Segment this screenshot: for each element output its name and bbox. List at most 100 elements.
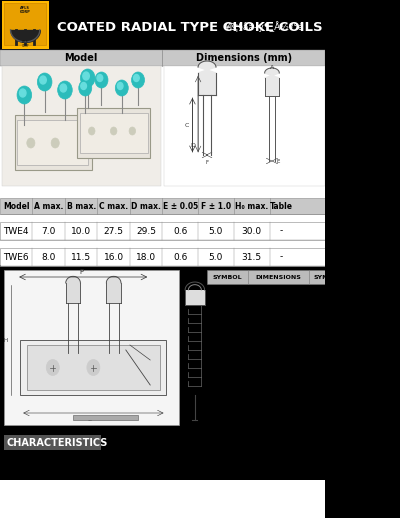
Polygon shape xyxy=(265,68,279,78)
Bar xyxy=(185,290,204,305)
Text: 16.0: 16.0 xyxy=(104,252,124,262)
Bar xyxy=(2,66,161,186)
Bar xyxy=(0,222,325,240)
Text: B max.: B max. xyxy=(66,202,96,210)
Text: Model: Model xyxy=(64,53,98,63)
Circle shape xyxy=(95,72,108,88)
Circle shape xyxy=(58,81,72,99)
Circle shape xyxy=(51,138,59,148)
Text: 5.0: 5.0 xyxy=(209,226,223,236)
Bar xyxy=(17,120,88,165)
Circle shape xyxy=(40,76,46,84)
Circle shape xyxy=(37,73,52,91)
Text: AFLS
CORP: AFLS CORP xyxy=(20,6,30,15)
Bar xyxy=(15,115,92,170)
Bar xyxy=(0,265,325,480)
Text: L: L xyxy=(87,416,91,422)
Bar xyxy=(4,3,46,45)
Text: H: H xyxy=(4,338,8,342)
Circle shape xyxy=(132,72,144,88)
Circle shape xyxy=(88,127,95,135)
Text: COATED RADIAL TYPE CHOKE COILS: COATED RADIAL TYPE CHOKE COILS xyxy=(57,21,322,34)
Text: E ± 0.05: E ± 0.05 xyxy=(163,202,198,210)
Text: 8.0: 8.0 xyxy=(42,252,56,262)
Bar xyxy=(4,270,179,425)
Text: 27.5: 27.5 xyxy=(104,226,124,236)
Text: SYMBOL: SYMBOL xyxy=(314,275,344,280)
Bar xyxy=(0,50,325,66)
Text: D max.: D max. xyxy=(131,202,161,210)
Circle shape xyxy=(83,72,89,80)
Text: H₀ max.: H₀ max. xyxy=(235,202,268,210)
Text: 10.0: 10.0 xyxy=(71,226,91,236)
Circle shape xyxy=(80,69,95,87)
Text: C max.: C max. xyxy=(99,202,128,210)
Text: SYMBOL: SYMBOL xyxy=(212,275,242,280)
Bar xyxy=(207,270,400,284)
Circle shape xyxy=(46,359,59,376)
Bar xyxy=(73,415,138,420)
Text: 7.0: 7.0 xyxy=(42,226,56,236)
Text: AFLS
CORP: AFLS CORP xyxy=(22,40,29,48)
Bar xyxy=(20,340,166,395)
Polygon shape xyxy=(198,61,216,73)
Text: TWE6: TWE6 xyxy=(4,252,29,262)
Circle shape xyxy=(110,127,117,135)
Bar xyxy=(0,0,325,50)
Bar xyxy=(77,108,150,158)
Text: -: - xyxy=(279,252,282,262)
Bar xyxy=(27,345,160,390)
Text: 29.5: 29.5 xyxy=(136,226,156,236)
Bar xyxy=(0,248,325,266)
Bar xyxy=(0,198,325,276)
Text: Model: Model xyxy=(3,202,30,210)
Circle shape xyxy=(60,84,66,92)
Text: D: D xyxy=(191,142,196,148)
Circle shape xyxy=(27,138,35,148)
Text: Dimensions (mm): Dimensions (mm) xyxy=(196,53,292,63)
Bar xyxy=(106,283,121,303)
Bar xyxy=(4,435,102,450)
Circle shape xyxy=(117,82,123,90)
Bar xyxy=(164,66,325,186)
Circle shape xyxy=(97,75,103,81)
Bar xyxy=(66,283,80,303)
Bar xyxy=(0,198,325,214)
Text: C: C xyxy=(185,122,189,127)
Circle shape xyxy=(87,359,100,376)
Text: A: A xyxy=(270,65,274,70)
Circle shape xyxy=(81,82,86,90)
Text: 5.0: 5.0 xyxy=(209,252,223,262)
Circle shape xyxy=(79,80,92,96)
Bar xyxy=(2,1,49,49)
Bar xyxy=(0,50,325,66)
Text: P: P xyxy=(79,269,83,275)
Circle shape xyxy=(115,80,128,96)
Circle shape xyxy=(17,86,32,104)
Text: DIMENSIONS: DIMENSIONS xyxy=(357,275,400,280)
Text: 11.5: 11.5 xyxy=(71,252,91,262)
Polygon shape xyxy=(66,276,80,283)
Text: 0.6: 0.6 xyxy=(173,226,188,236)
Polygon shape xyxy=(106,276,121,283)
Text: CHARACTERISTICS: CHARACTERISTICS xyxy=(6,438,108,448)
Text: E: E xyxy=(277,159,280,164)
Text: ¥ß¦§åã–ý¶_Å½º°é: ¥ß¦§åã–ý¶_Å½º°é xyxy=(225,22,304,33)
Bar xyxy=(265,78,279,96)
Text: -: - xyxy=(279,226,282,236)
Text: 0.6: 0.6 xyxy=(173,252,188,262)
Circle shape xyxy=(20,89,26,97)
Text: A max.: A max. xyxy=(34,202,63,210)
Text: TWE4: TWE4 xyxy=(4,226,29,236)
Text: F ± 1.0: F ± 1.0 xyxy=(201,202,231,210)
Circle shape xyxy=(134,75,139,81)
Text: DIMENSIONS: DIMENSIONS xyxy=(255,275,301,280)
Bar xyxy=(198,73,216,95)
Bar xyxy=(80,113,148,153)
Text: Table: Table xyxy=(270,202,292,210)
Text: 18.0: 18.0 xyxy=(136,252,156,262)
Text: 30.0: 30.0 xyxy=(242,226,262,236)
Text: 31.5: 31.5 xyxy=(242,252,262,262)
Text: F: F xyxy=(206,160,208,165)
Circle shape xyxy=(129,127,136,135)
